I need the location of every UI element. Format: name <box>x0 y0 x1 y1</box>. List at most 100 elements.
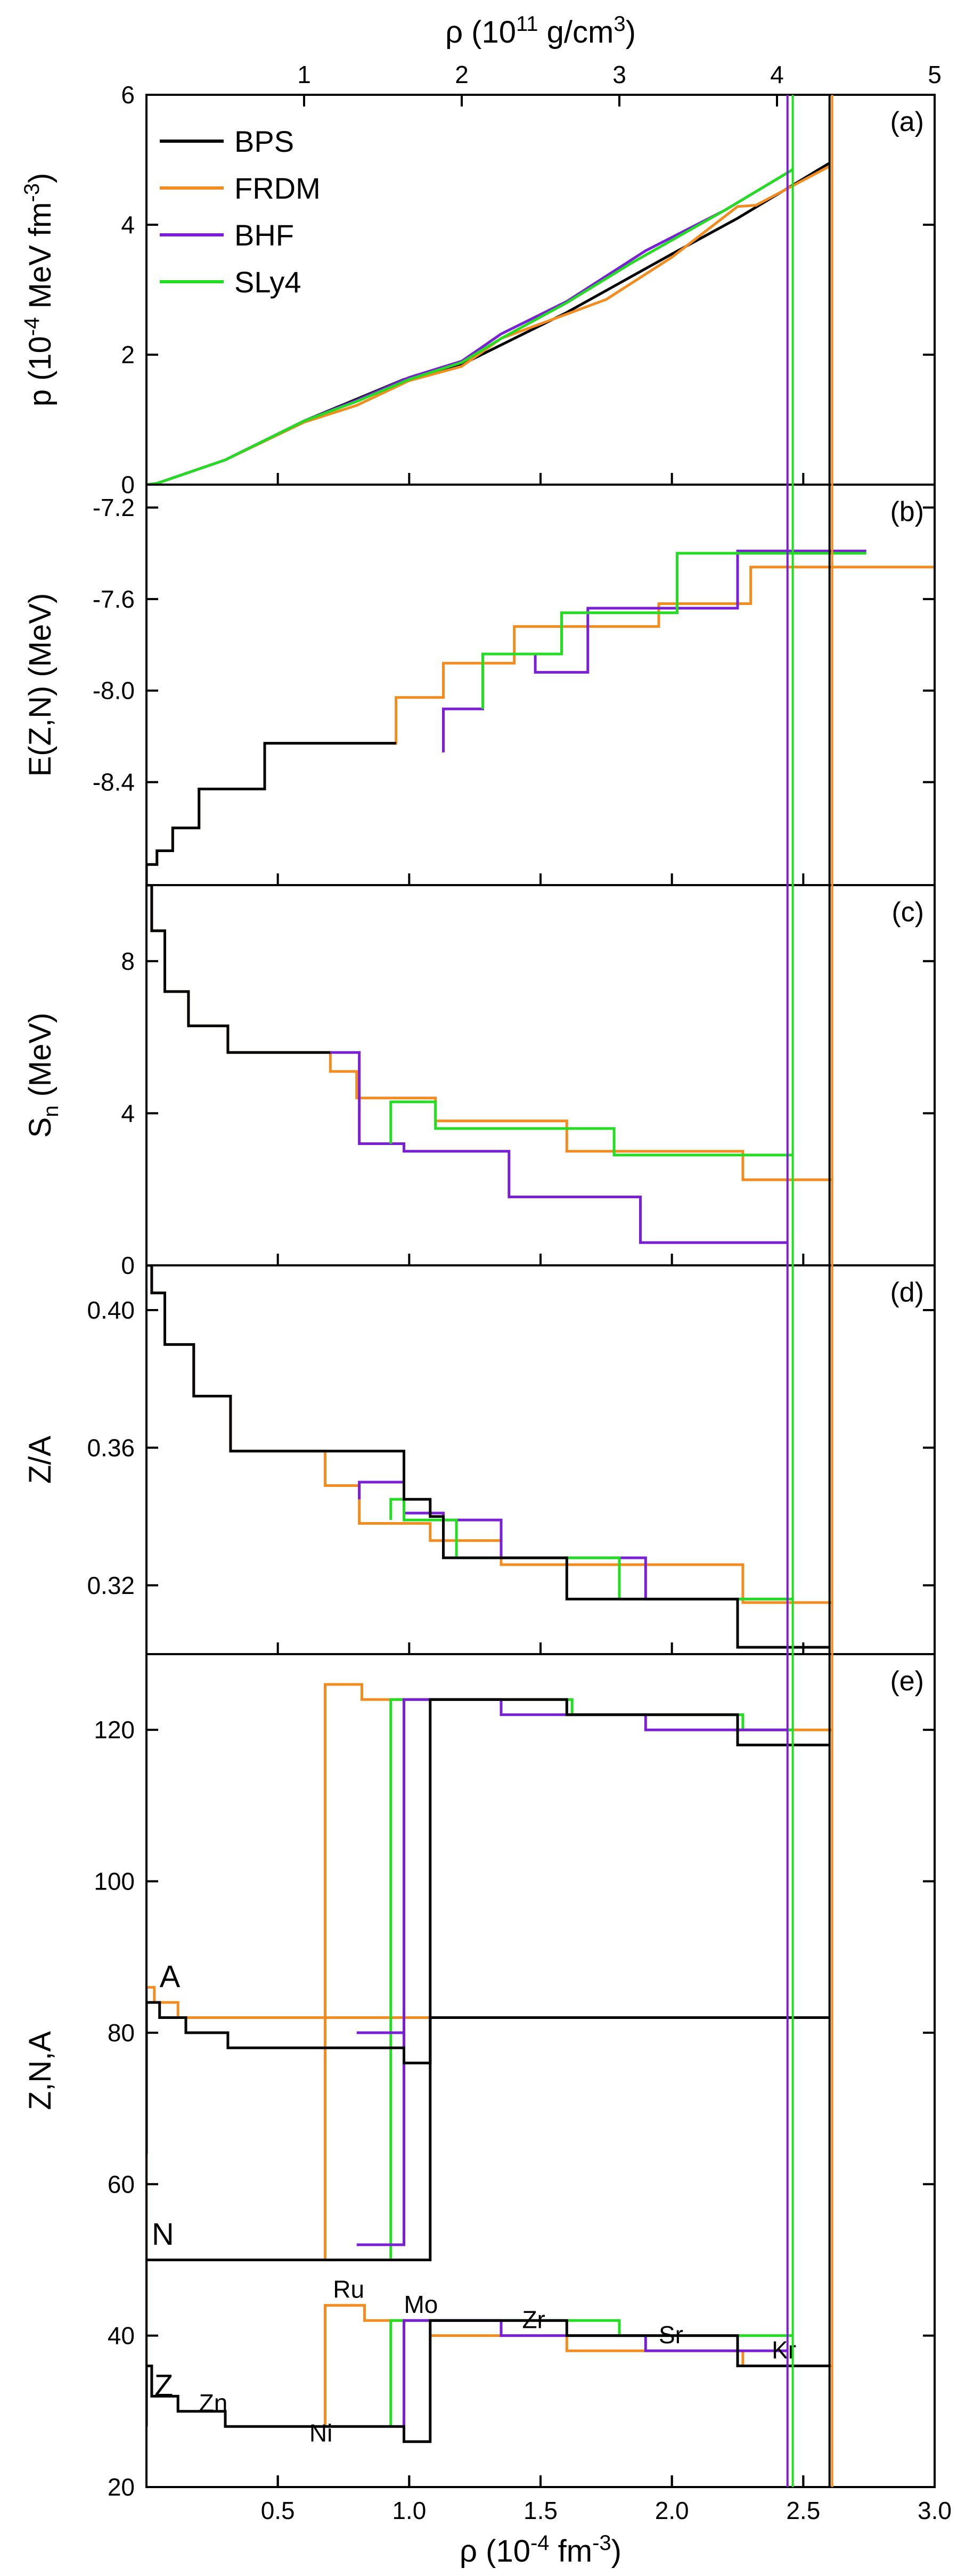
annotation-z: Z <box>154 2368 173 2403</box>
annotation-zr: Zr <box>522 2305 545 2333</box>
legend-label-bps: BPS <box>234 125 294 158</box>
panel-label-d: (d) <box>890 1277 924 1308</box>
series-sly4-line-b-3 <box>481 552 866 709</box>
x-axis-label-sup2: -3 <box>592 2531 611 2555</box>
series-sly4-line-d-2 <box>389 1498 793 1601</box>
y-tick-label-a-2: 4 <box>121 211 135 239</box>
x-tick-label-0: 0.5 <box>261 2497 295 2524</box>
y-tick-label-d-2: 0.40 <box>87 1296 135 1324</box>
y-axis-label-end-a: MeV fm <box>23 202 58 317</box>
y-tick-label-d-1: 0.36 <box>87 1434 135 1461</box>
series-bps-line-d-3 <box>146 1265 830 1649</box>
series-frdm-line-b-0 <box>146 566 935 885</box>
annotation-a: A <box>160 1960 181 1994</box>
panel-a-plot <box>146 161 830 485</box>
y-axis-label-sub-c: n <box>39 1106 63 1117</box>
x-tick-label-5: 3.0 <box>918 2497 952 2524</box>
y-tick-label-b-2: -7.6 <box>93 585 135 613</box>
top-axis-label-main: ρ (10 <box>445 15 516 50</box>
y-tick-label-e-4: 100 <box>94 1868 135 1895</box>
series-sly4-line-e-3 <box>389 2319 430 2427</box>
series-sly4-line-e-4 <box>389 1698 430 2260</box>
y-axis-label-e: Z,N,A <box>23 2031 58 2111</box>
top-axis-label-end: g/cm <box>538 15 614 50</box>
y-tick-label-e-3: 80 <box>108 2019 135 2047</box>
series-frdm-line-e-1 <box>324 1683 430 2260</box>
series-bhf-line-b-2 <box>442 550 866 753</box>
x-axis-label-close: ) <box>611 2534 621 2569</box>
top-tick-label-4: 5 <box>928 61 942 88</box>
x-axis-label-end: fm <box>550 2534 593 2569</box>
series-bps-line-b-1 <box>146 742 396 885</box>
panel-a: p (10-4 MeV fm-3) <box>20 94 936 486</box>
y-tick-label-e-2: 60 <box>108 2170 135 2198</box>
series-bps-line-c-1 <box>146 885 331 1054</box>
annotation-mo: Mo <box>404 2291 438 2318</box>
panel-c: Sn (MeV) <box>23 884 936 1266</box>
y-tick-label-a-1: 2 <box>121 341 135 369</box>
y-axis-label-end-c: (MeV) <box>23 1013 58 1106</box>
y-tick-label-b-1: -8.0 <box>93 677 135 705</box>
series-bhf-line-e-5 <box>356 1698 430 2246</box>
top-axis-label: ρ (1011 g/cm3) <box>445 12 636 50</box>
top-tick-label-1: 2 <box>455 61 469 88</box>
x-axis-label-main: ρ (10 <box>460 2534 530 2569</box>
y-axis-label-sup-a: -4 <box>20 317 44 337</box>
x-tick-label-4: 2.5 <box>786 2497 820 2524</box>
series-bhf-line-c-2 <box>330 1051 788 1244</box>
y-axis-label-close-a: ) <box>23 173 58 183</box>
series-bps-line-e-16 <box>146 2319 830 2443</box>
panel-e-frame <box>145 1653 936 2488</box>
top-tick-label-3: 4 <box>770 61 784 88</box>
series-sly4-line-a-3 <box>146 168 794 485</box>
legend-label-sly4: SLy4 <box>234 265 301 299</box>
series-frdm-line-d-0 <box>146 1265 832 1604</box>
panel-label-a: (a) <box>890 107 924 137</box>
series-bps-line-a-0 <box>146 161 830 485</box>
y-tick-label-b-0: -8.4 <box>93 768 135 796</box>
y-tick-label-b-3: -7.2 <box>93 494 135 521</box>
y-tick-label-a-0: 0 <box>121 471 135 498</box>
panel-e: Z,N,A <box>23 1653 936 2488</box>
series-bhf-line-e-7 <box>403 2319 430 2427</box>
series-bps-line-e-15 <box>146 1698 830 2261</box>
panel-label-b: (b) <box>890 496 924 527</box>
y-tick-label-c-2: 8 <box>121 947 135 975</box>
annotation-ru: Ru <box>333 2276 364 2303</box>
y-axis-label-main-e: Z,N,A <box>23 2031 58 2111</box>
top-axis-label-sup2: 3 <box>614 12 625 36</box>
panel-c-frame <box>145 884 936 1266</box>
legend-label-bhf: BHF <box>234 218 294 252</box>
panel-b-frame <box>145 484 936 886</box>
panel-e-plot <box>146 1683 832 2443</box>
x-tick-label-2: 1.5 <box>524 2497 558 2524</box>
panel-b: E(Z,N) (MeV) <box>23 484 936 886</box>
y-tick-label-d-0: 0.32 <box>87 1572 135 1599</box>
annotation-n: N <box>152 2217 174 2252</box>
legend-label-frdm: FRDM <box>234 171 321 205</box>
y-tick-label-c-0: 0 <box>121 1252 135 1279</box>
y-axis-label-main-d: Z/A <box>23 1436 58 1484</box>
y-tick-label-a-3: 6 <box>121 81 135 109</box>
y-axis-label-sup2-a: -3 <box>20 183 44 202</box>
x-axis-label: ρ (10-4 fm-3) <box>460 2531 621 2569</box>
series-sly4-line-e-12 <box>430 2319 793 2337</box>
legend: BPS FRDM BHF SLy4 <box>160 125 321 299</box>
panel-c-plot <box>146 885 832 1244</box>
y-axis-label-c: Sn (MeV) <box>23 1013 63 1138</box>
annotation-sr: Sr <box>659 2321 683 2349</box>
panel-b-plot <box>146 550 935 885</box>
panel-label-e: (e) <box>890 1666 924 1697</box>
top-tick-label-0: 1 <box>297 61 311 88</box>
series-bps-line-e-14 <box>146 2001 830 2154</box>
y-axis-label-main-c: S <box>23 1117 58 1138</box>
series-frdm-line-c-0 <box>146 885 832 1181</box>
y-tick-label-c-1: 4 <box>121 1099 135 1127</box>
top-axis-label-close: ) <box>626 15 636 50</box>
top-axis-label-sup: 11 <box>516 12 538 36</box>
panel-d-frame <box>145 1264 936 1655</box>
panel-label-c: (c) <box>891 897 924 928</box>
annotation-ni: Ni <box>309 2419 332 2447</box>
series-frdm-line-e-2 <box>324 2304 430 2427</box>
y-axis-label-b: E(Z,N) (MeV) <box>23 593 58 777</box>
